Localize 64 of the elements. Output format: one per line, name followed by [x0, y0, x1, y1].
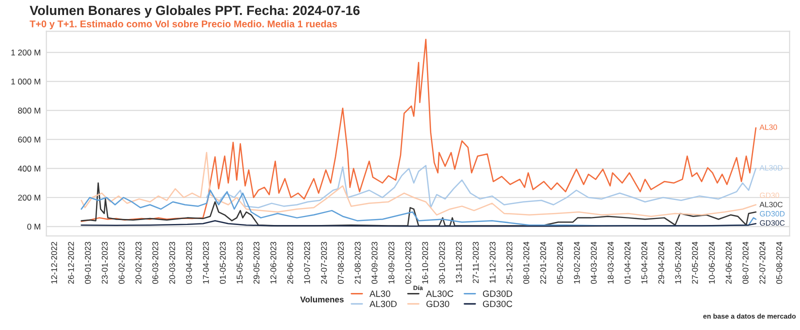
x-tick-label: 16-10-2023	[422, 242, 428, 284]
legend-label: AL30D	[370, 300, 397, 308]
x-tick-label: 05-02-2024	[557, 242, 563, 284]
x-tick-label: 19-02-2024	[574, 242, 580, 284]
y-tick-label: 400 M	[18, 166, 40, 172]
chart-subtitle: T+0 y T+1. Estimado como Vol sobre Precio Medio. Media 1 ruedas	[30, 20, 337, 30]
x-tick-label: 21-08-2023	[354, 242, 361, 284]
y-tick-label: 600 M	[18, 136, 40, 143]
x-tick-label: 17-04-2023	[202, 242, 209, 284]
x-tick-label: 20-03-2023	[169, 242, 176, 284]
x-tick-label: 25-12-2023	[506, 242, 512, 284]
legend-label: GD30	[426, 300, 450, 308]
x-tick-label: 22-07-2024	[759, 242, 766, 284]
x-tick-label: 10-07-2023	[304, 242, 310, 284]
line-series	[80, 38, 756, 222]
x-tick-label: 08-07-2024	[742, 242, 748, 284]
x-tick-label: 24-06-2024	[726, 242, 732, 284]
line-series	[80, 182, 756, 226]
y-tick-label: 0 M	[27, 224, 40, 230]
x-tick-label: 06-03-2023	[152, 242, 158, 284]
line-series	[80, 152, 756, 217]
x-tick-label: 26-12-2022	[68, 242, 74, 284]
y-tick-label: 1 200 M	[11, 50, 40, 56]
x-tick-label: 01-04-2024	[624, 242, 630, 284]
x-tick-label: 15-05-2023	[236, 242, 243, 284]
x-tick-label: 10-06-2024	[708, 242, 715, 284]
legend-label: GD30D	[482, 290, 512, 297]
legend-label: GD30C	[482, 300, 512, 308]
x-tick-label: 29-04-2024	[658, 242, 664, 284]
x-tick-label: 12-06-2023	[270, 242, 276, 284]
x-tick-label: 26-06-2023	[287, 242, 294, 284]
x-tick-label: 04-03-2024	[590, 242, 597, 284]
x-tick-label: 22-01-2024	[540, 242, 546, 284]
x-tick-label: 18-09-2023	[388, 242, 394, 284]
x-tick-label: 27-05-2024	[692, 242, 698, 284]
x-tick-label: 05-08-2024	[776, 242, 782, 284]
y-tick-label: 1 000 M	[11, 78, 40, 85]
y-tick-label: 800 M	[18, 108, 40, 114]
x-tick-label: 13-05-2024	[675, 242, 682, 284]
x-tick-label: 06-02-2023	[118, 242, 125, 284]
x-tick-label: 29-05-2023	[254, 242, 260, 284]
x-tick-label: 07-08-2023	[338, 242, 344, 284]
x-tick-label: 20-02-2023	[135, 242, 142, 284]
x-tick-label: 03-04-2023	[186, 242, 192, 284]
x-tick-label: 13-11-2023	[456, 242, 462, 283]
x-tick-label: 04-09-2023	[372, 242, 378, 284]
x-tick-label: 15-04-2024	[641, 242, 648, 284]
line-series	[206, 164, 756, 208]
chart-title: Volumen Bonares y Globales PPT. Fecha: 2024-07-16	[30, 5, 360, 18]
legend-title: Volumenes	[300, 296, 344, 302]
x-tick-label: 12-12-2022	[51, 242, 58, 284]
x-tick-label: 01-05-2023	[220, 242, 226, 284]
x-tick-label: 23-01-2023	[102, 242, 108, 284]
x-tick-label: 18-03-2024	[608, 242, 614, 284]
y-tick-label: 200 M	[18, 194, 40, 201]
x-tick-label: 02-10-2023	[405, 242, 412, 284]
legend-label: AL30C	[426, 290, 454, 297]
x-tick-label: 11-12-2023	[490, 242, 496, 283]
x-tick-label: 08-01-2024	[523, 242, 530, 284]
x-tick-label: 27-11-2023	[472, 242, 479, 284]
x-tick-label: 24-07-2023	[320, 242, 327, 284]
x-tick-label: 30-10-2023	[439, 242, 445, 284]
legend-label: AL30	[370, 290, 390, 297]
x-tick-label: 09-01-2023	[84, 242, 91, 284]
